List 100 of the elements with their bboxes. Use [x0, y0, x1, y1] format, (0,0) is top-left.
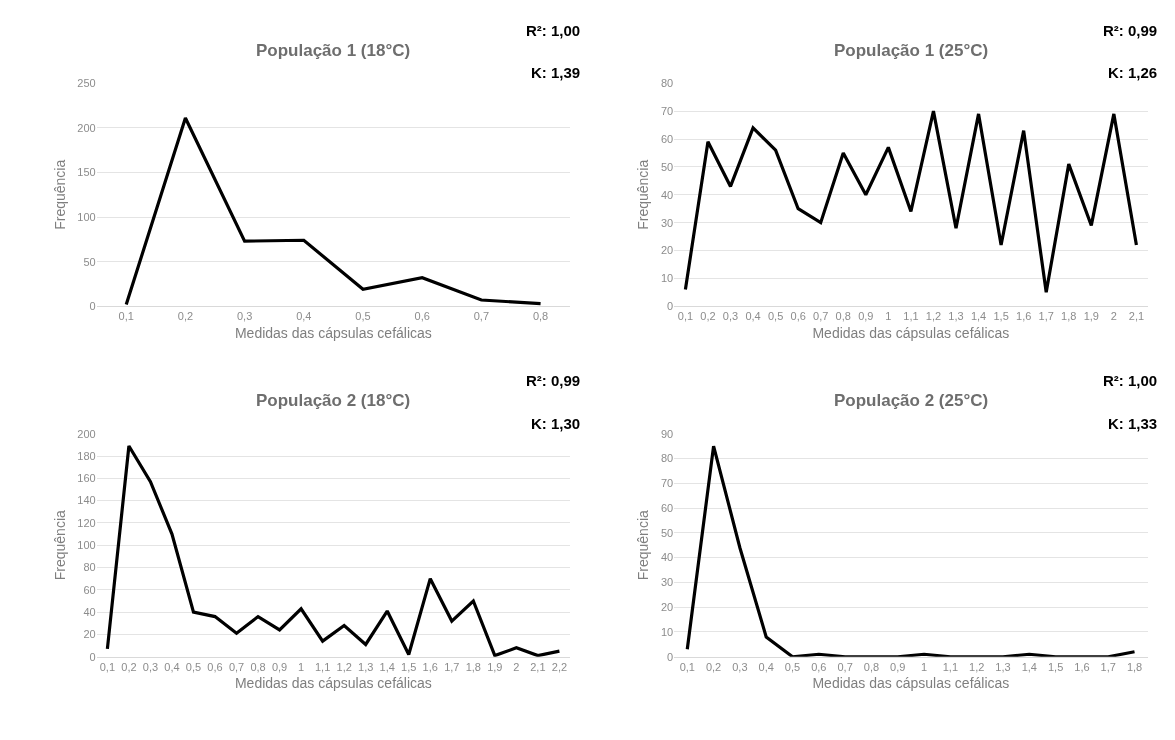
- y-tick-label: 160: [77, 472, 96, 485]
- x-tick-label: 0,5: [185, 660, 202, 673]
- x-tick-label: 0,6: [414, 310, 430, 323]
- x-tick-label: 1,7: [1100, 660, 1116, 673]
- x-tick-label: 0,8: [863, 660, 880, 673]
- x-tick-label: 1,8: [1061, 310, 1077, 323]
- x-tick-label: 0,4: [745, 310, 761, 323]
- x-tick-label: 1,2: [969, 660, 985, 673]
- x-tick-label: 0,9: [858, 310, 874, 323]
- x-tick-label: 0,1: [677, 310, 694, 323]
- y-tick-label: 120: [77, 516, 96, 529]
- x-tick-label: 0,4: [758, 660, 774, 673]
- x-axis-title: Medidas das cápsulas cefálicas: [234, 324, 432, 341]
- y-tick-label: 80: [660, 77, 674, 90]
- x-tick-label: 2,1: [1128, 310, 1145, 323]
- x-tick-label: 1: [920, 660, 928, 673]
- chart-title: População 2 (18°C): [256, 391, 411, 410]
- x-tick-label: 0,3: [142, 660, 159, 673]
- x-tick-label: 0,2: [705, 660, 722, 673]
- y-tick-label: 50: [83, 255, 96, 268]
- x-tick-label: 0,8: [250, 660, 266, 673]
- x-tick-label: 2,2: [551, 660, 568, 673]
- x-tick-label: 0,4: [164, 660, 180, 673]
- x-tick-label: 0,9: [890, 660, 906, 673]
- x-tick-label: 1,1: [942, 660, 959, 673]
- y-tick-label: 140: [77, 494, 96, 507]
- y-tick-label: 30: [660, 576, 674, 589]
- line-series: [685, 444, 1137, 657]
- y-tick-label: 30: [660, 216, 674, 229]
- x-tick-label: 0,6: [790, 310, 806, 323]
- y-tick-label: 200: [77, 121, 96, 134]
- y-tick-label: 70: [660, 104, 674, 117]
- text: K: 1,26: [1108, 64, 1158, 81]
- x-tick-label: 0,9: [271, 660, 288, 673]
- x-axis-title: Medidas das cápsulas cefálicas: [812, 324, 1010, 341]
- x-tick-label: 1,6: [1074, 660, 1090, 673]
- y-tick-label: 0: [89, 300, 96, 313]
- y-tick-label: 100: [77, 539, 96, 552]
- text: K: 1,30: [531, 415, 581, 432]
- x-tick-label: 1,8: [465, 660, 481, 673]
- x-tick-label: 1,6: [1016, 310, 1032, 323]
- text: K: 1,33: [1108, 415, 1158, 432]
- y-tick-label: 60: [660, 501, 674, 514]
- y-tick-label: 150: [77, 166, 96, 179]
- y-tick-label: 20: [660, 601, 674, 614]
- x-tick-label: 1,3: [358, 660, 374, 673]
- x-tick-label: 1,1: [903, 310, 919, 323]
- x-tick-label: 1,5: [1047, 660, 1064, 673]
- x-tick-label: 1: [298, 660, 305, 673]
- chart-title: População 1 (18°C): [256, 41, 411, 60]
- x-tick-label: 0,2: [177, 310, 194, 323]
- x-tick-label: 1,5: [993, 310, 1009, 323]
- y-tick-label: 250: [77, 77, 96, 90]
- text: R²: 0,99: [1103, 22, 1158, 39]
- y-tick-label: 100: [77, 210, 96, 223]
- y-tick-label: 40: [660, 188, 674, 201]
- y-tick-label: 200: [77, 427, 96, 440]
- y-tick-label: 180: [77, 449, 96, 462]
- x-tick-label: 1,2: [336, 660, 352, 673]
- x-tick-label: 1,9: [487, 660, 503, 673]
- x-tick-label: 0,4: [296, 310, 312, 323]
- x-tick-label: 0,8: [532, 310, 549, 323]
- y-tick-label: 60: [660, 132, 674, 145]
- y-tick-label: 0: [667, 650, 674, 663]
- x-tick-label: 1,7: [1038, 310, 1054, 323]
- x-tick-label: 1: [885, 310, 892, 323]
- text: R²: 1,00: [1103, 372, 1158, 389]
- x-tick-label: 0,7: [228, 660, 245, 673]
- x-tick-label: 1,4: [970, 310, 987, 323]
- x-tick-label: 0,5: [784, 660, 801, 673]
- y-tick-label: 0: [667, 300, 674, 313]
- x-tick-label: 1,2: [925, 310, 942, 323]
- x-tick-label: 0,5: [767, 310, 784, 323]
- x-tick-label: 0,6: [811, 660, 827, 673]
- chart-title: População 2 (25°C): [834, 391, 989, 410]
- x-tick-label: 0,5: [355, 310, 371, 323]
- x-tick-label: 0,3: [236, 310, 253, 323]
- y-tick-label: 50: [660, 526, 674, 539]
- x-tick-label: 1,4: [379, 660, 395, 673]
- x-tick-label: 1,4: [1021, 660, 1037, 673]
- x-tick-label: 1,7: [444, 660, 460, 673]
- x-tick-label: 0,3: [732, 660, 748, 673]
- y-tick-label: 40: [660, 551, 674, 564]
- x-tick-label: 0,1: [679, 660, 695, 673]
- x-tick-label: 2: [1110, 310, 1117, 323]
- x-tick-label: 0,3: [722, 310, 739, 323]
- y-tick-label: 50: [660, 160, 674, 173]
- text: R²: 1,00: [526, 22, 581, 39]
- x-axis-title: Medidas das cápsulas cefálicas: [234, 675, 432, 692]
- text: K: 1,39: [531, 64, 581, 81]
- x-tick-label: 1,5: [401, 660, 417, 673]
- x-tick-label: 0,7: [837, 660, 853, 673]
- y-tick-label: 20: [83, 628, 96, 641]
- x-tick-label: 2: [513, 660, 520, 673]
- y-tick-label: 60: [83, 583, 96, 596]
- y-tick-label: 10: [660, 272, 674, 285]
- x-tick-label: 1,3: [948, 310, 964, 323]
- line-series: [105, 444, 562, 657]
- x-axis-title: Medidas das cápsulas cefálicas: [812, 675, 1010, 692]
- y-tick-label: 70: [660, 477, 674, 490]
